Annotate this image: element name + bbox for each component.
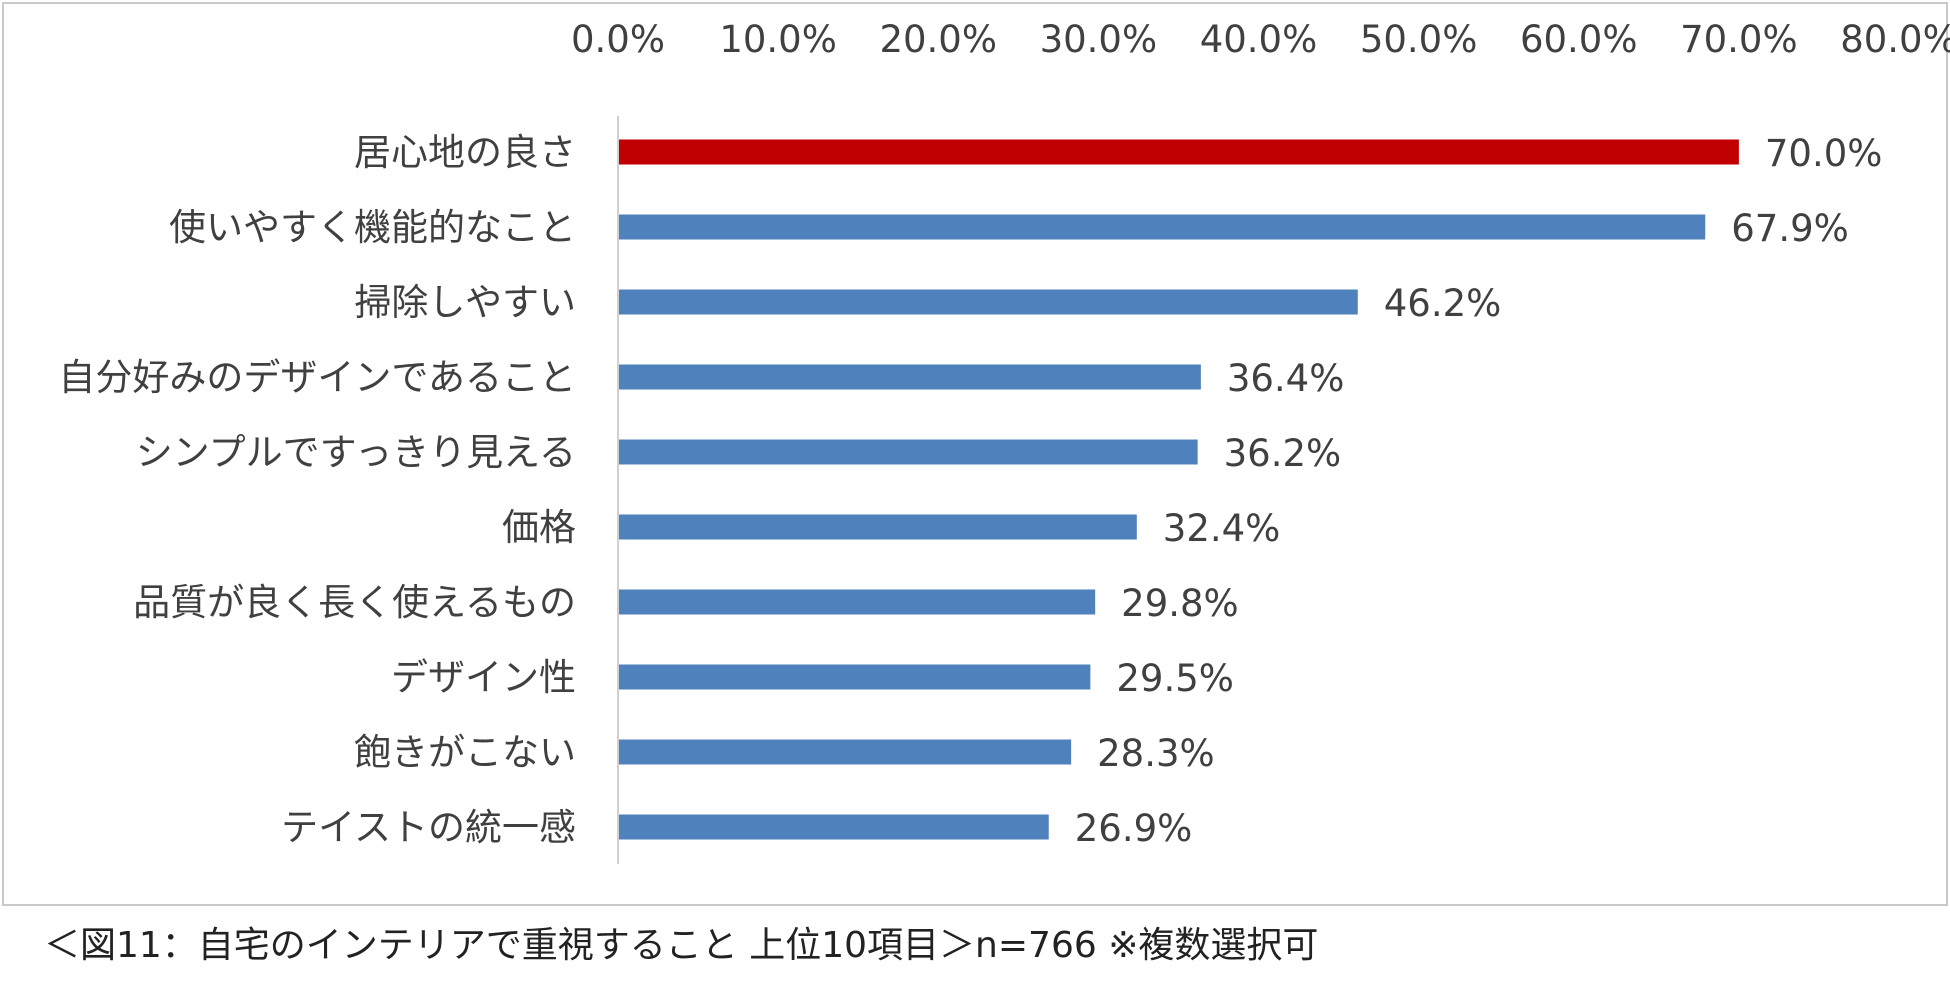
data-label: 36.4% xyxy=(1227,357,1345,400)
category-label: 品質が良く長く使えるもの xyxy=(133,581,576,624)
x-tick-label: 20.0% xyxy=(879,18,997,61)
category-label: シンプルですっきり見える xyxy=(136,431,576,474)
data-label: 70.0% xyxy=(1765,132,1883,175)
bar xyxy=(619,289,1358,315)
x-tick-label: 0.0% xyxy=(571,18,665,61)
category-label: 飽きがこない xyxy=(354,731,576,774)
data-label: 28.3% xyxy=(1097,732,1215,775)
bar xyxy=(619,739,1072,765)
category-label: 掃除しやすい xyxy=(354,281,576,324)
bar xyxy=(619,364,1201,390)
data-label: 36.2% xyxy=(1224,432,1342,475)
figure-caption: ＜図11：自宅のインテリアで重視すること 上位10項目＞n=766 ※複数選択可 xyxy=(44,925,1319,966)
category-label: テイストの統一感 xyxy=(281,806,576,849)
x-tick-label: 50.0% xyxy=(1360,18,1478,61)
data-label: 46.2% xyxy=(1384,282,1502,325)
bar xyxy=(619,214,1706,240)
x-tick-label: 30.0% xyxy=(1040,18,1158,61)
category-label: 居心地の良さ xyxy=(354,131,576,174)
data-label: 29.8% xyxy=(1121,582,1239,625)
bar-chart: 0.0% 10.0% 20.0% 30.0% 40.0% 50.0% 60.0% 70.0% 8… xyxy=(58,18,1950,864)
data-label: 32.4% xyxy=(1163,507,1281,550)
category-label: 使いやすく機能的なこと xyxy=(169,206,576,249)
chart-frame: 0.0% 10.0% 20.0% 30.0% 40.0% 50.0% 60.0% 70.0% 8… xyxy=(2,2,1950,906)
bar xyxy=(619,139,1739,165)
bar xyxy=(619,439,1198,465)
x-tick-label: 10.0% xyxy=(719,18,837,61)
category-label: デザイン性 xyxy=(391,656,576,699)
data-label: 26.9% xyxy=(1075,807,1193,850)
data-label: 29.5% xyxy=(1116,657,1234,700)
bar xyxy=(619,589,1096,615)
category-label: 自分好みのデザインであること xyxy=(58,356,576,399)
category-label: 価格 xyxy=(502,506,576,549)
x-tick-label: 70.0% xyxy=(1680,18,1798,61)
x-tick-label: 40.0% xyxy=(1200,18,1318,61)
data-label: 67.9% xyxy=(1731,207,1849,250)
x-tick-label: 80.0% xyxy=(1840,18,1950,61)
bar xyxy=(619,664,1091,690)
x-tick-label: 60.0% xyxy=(1520,18,1638,61)
bar xyxy=(619,814,1049,840)
bar xyxy=(619,514,1137,540)
